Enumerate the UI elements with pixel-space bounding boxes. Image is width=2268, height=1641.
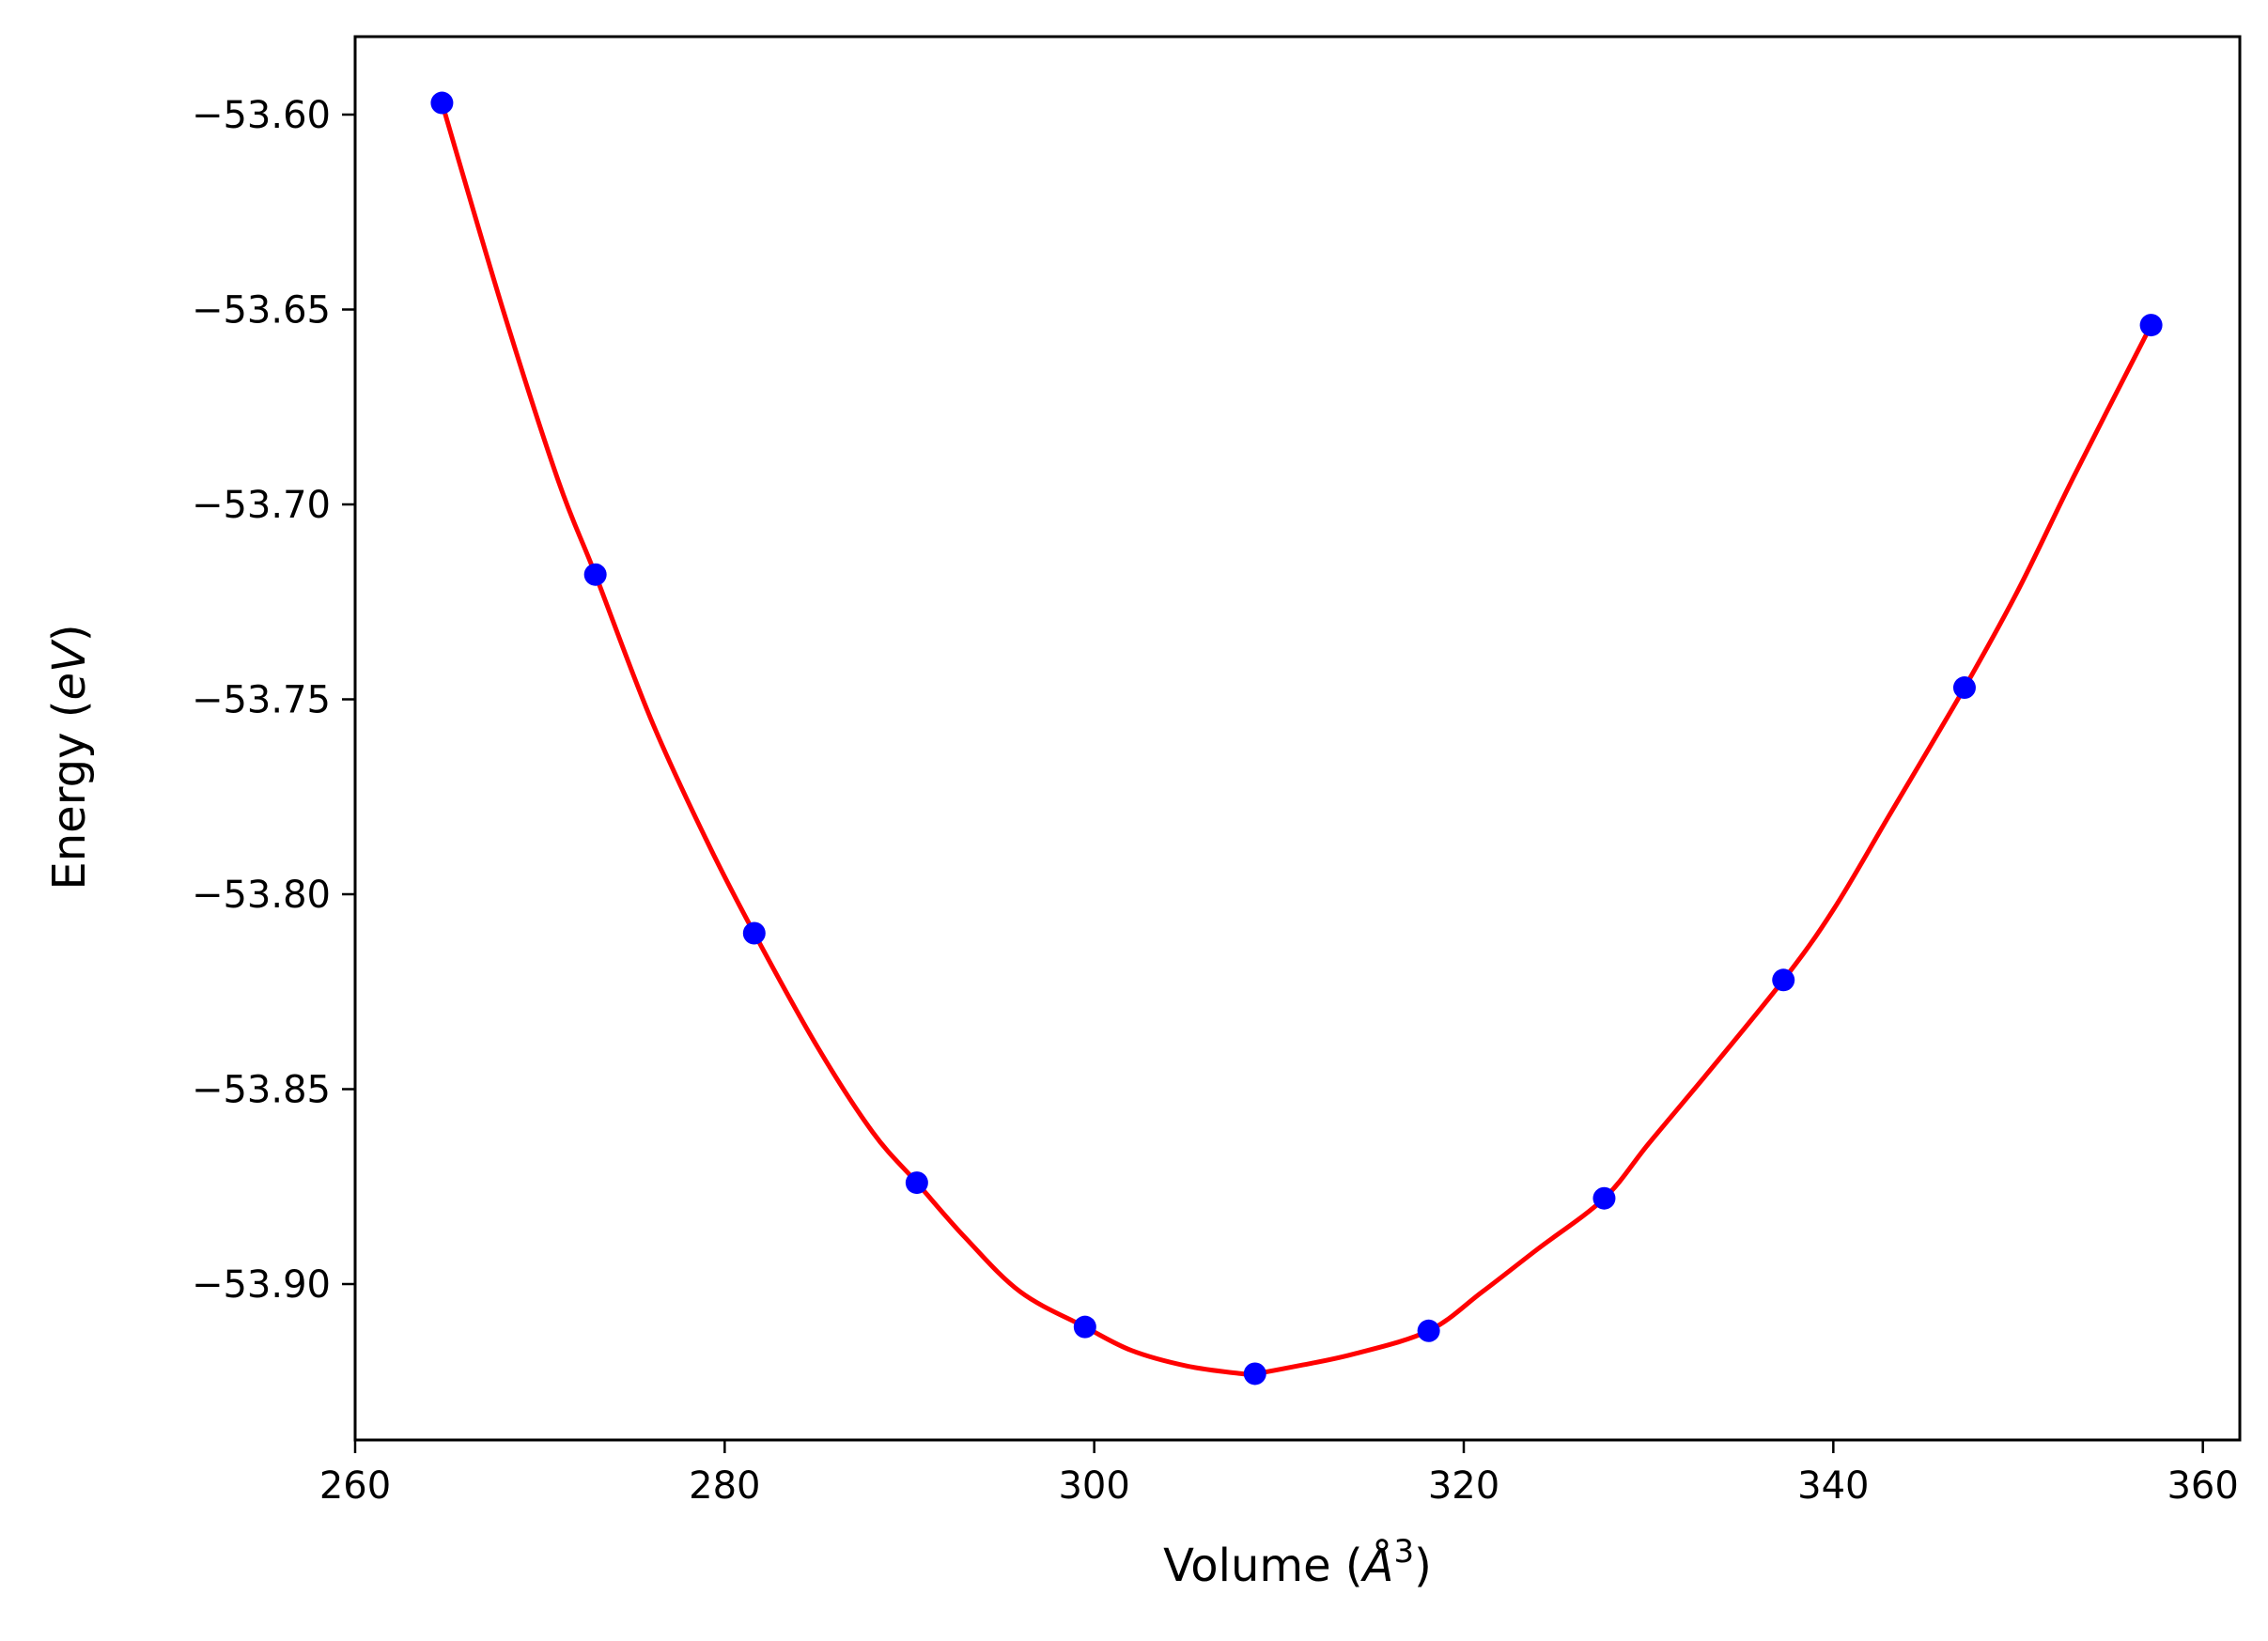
x-tick-label: 280	[689, 1464, 760, 1508]
data-point	[1592, 1186, 1616, 1210]
y-axis-title-unit: eV	[43, 639, 96, 701]
x-axis-title-prefix: Volume (	[1163, 1540, 1363, 1592]
y-axis-title: Energy (eV)	[43, 624, 96, 890]
y-tick-label: −53.60	[192, 94, 331, 137]
plot-area-frame	[353, 35, 2242, 1442]
data-point	[1772, 968, 1795, 992]
data-point	[583, 563, 607, 586]
x-tick-label: 360	[2167, 1464, 2238, 1508]
y-tick-label: −53.80	[192, 874, 331, 917]
y-tick-label: −53.75	[192, 679, 331, 722]
data-point	[430, 91, 454, 115]
x-axis-title-superscript: 3	[1393, 1533, 1414, 1571]
data-point	[2139, 314, 2163, 337]
data-point	[1243, 1362, 1266, 1386]
data-point	[742, 921, 766, 945]
y-tick-label: −53.85	[192, 1069, 331, 1112]
x-axis-title-suffix: )	[1414, 1540, 1432, 1592]
data-points-layer	[430, 91, 2163, 1386]
data-point	[1073, 1315, 1096, 1339]
x-axis-title-symbol: Å	[1360, 1539, 1394, 1592]
y-tick-label: −53.70	[192, 484, 331, 527]
x-tick-label: 340	[1797, 1464, 1869, 1508]
tick-layer: 260 280 300 320 340 360 −53.60 −53.65 −53.70 −53.…	[192, 94, 2239, 1508]
x-axis-title: Volume (Å3)	[1163, 1533, 1432, 1592]
data-point	[1952, 676, 1976, 700]
x-tick-label: 320	[1428, 1464, 1499, 1508]
x-tick-label: 300	[1058, 1464, 1129, 1508]
data-point	[905, 1171, 928, 1195]
y-axis-title-suffix: )	[43, 624, 96, 642]
data-point	[1417, 1319, 1440, 1342]
y-axis-title-prefix: Energy (	[43, 701, 96, 890]
y-tick-label: −53.65	[192, 289, 331, 333]
y-tick-label: −53.90	[192, 1263, 331, 1307]
x-tick-label: 260	[319, 1464, 391, 1508]
